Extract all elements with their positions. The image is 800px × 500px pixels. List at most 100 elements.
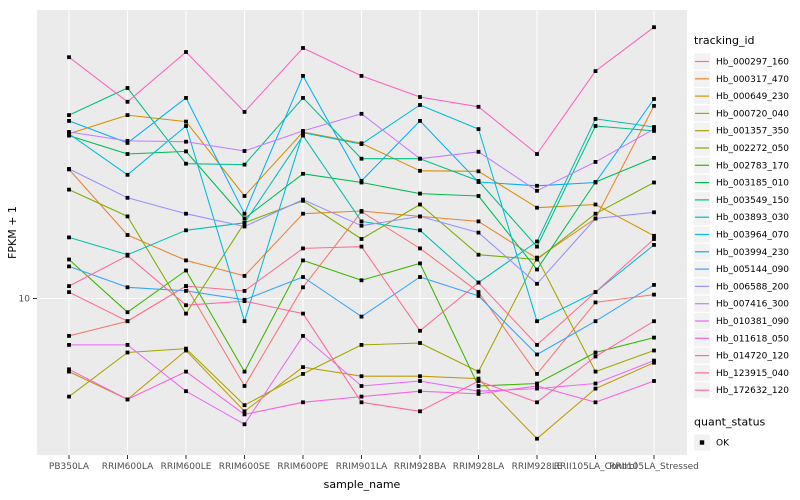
data-point: [535, 343, 539, 347]
data-point: [476, 294, 481, 298]
x-tick-label: RRIM600SE: [219, 462, 271, 472]
data-point: [535, 319, 539, 324]
data-point: [301, 334, 305, 338]
data-point: [593, 319, 598, 324]
data-point: [535, 436, 539, 441]
data-point: [242, 369, 247, 374]
data-point: [476, 290, 481, 294]
data-point: [476, 379, 481, 383]
data-point: [418, 246, 422, 251]
data-point: [67, 119, 71, 123]
data-point: [67, 343, 71, 347]
data-point: [359, 400, 364, 405]
data-point: [242, 289, 247, 293]
data-point: [184, 311, 188, 316]
data-point: [184, 258, 188, 263]
data-point: [652, 358, 656, 363]
data-point: [67, 284, 71, 288]
legend-item-label: Hb_001357_350: [716, 127, 789, 137]
data-point: [652, 237, 656, 241]
data-point: [359, 384, 364, 388]
data-point: [476, 194, 481, 198]
legend-item-label: Hb_000297_160: [716, 58, 789, 68]
data-point: [652, 335, 656, 340]
data-point: [184, 124, 188, 128]
data-point: [184, 369, 188, 374]
data-point: [652, 156, 656, 160]
x-tick-label: RRIM928BA: [394, 462, 447, 472]
data-point: [125, 214, 130, 219]
data-point: [242, 211, 247, 216]
x-tick-label: RRIM928LA: [453, 462, 505, 472]
data-point: [535, 205, 539, 210]
data-point: [593, 202, 598, 207]
data-point: [476, 219, 481, 224]
data-point: [593, 117, 598, 121]
data-point: [125, 152, 130, 156]
data-point: [593, 290, 598, 294]
data-point: [535, 372, 539, 376]
data-point: [67, 394, 71, 399]
data-point: [301, 74, 305, 78]
data-point: [652, 360, 656, 365]
legend-item-label: Hb_003893_030: [716, 213, 789, 223]
data-point: [242, 149, 247, 153]
legend-item-label: Hb_014720_120: [716, 352, 789, 362]
legend-key-point: [699, 440, 705, 445]
data-point: [593, 124, 598, 128]
data-point: [67, 187, 71, 192]
data-point: [184, 149, 188, 154]
data-point: [242, 224, 247, 229]
data-point: [242, 220, 247, 225]
data-point: [301, 246, 305, 251]
legend-item-label: OK: [716, 439, 730, 449]
data-point: [67, 235, 71, 240]
x-tick-label: RRIM901LA: [336, 462, 388, 472]
data-point: [593, 369, 598, 374]
data-point: [476, 384, 481, 388]
x-tick-label: PB350LA: [49, 462, 90, 472]
legend-item-Hb_000317_470: Hb_000317_470: [694, 70, 789, 87]
legend-item-Hb_123915_040: Hb_123915_040: [694, 364, 789, 381]
data-point: [476, 392, 481, 396]
legend-item-Hb_000720_040: Hb_000720_040: [694, 105, 789, 122]
data-point: [535, 183, 539, 188]
data-point: [301, 311, 305, 316]
legend-item-Hb_001357_350: Hb_001357_350: [694, 122, 789, 139]
data-point: [125, 397, 130, 402]
legend-item-label: Hb_007416_300: [716, 300, 789, 310]
data-point: [359, 374, 364, 379]
data-point: [67, 130, 71, 134]
data-point: [359, 223, 364, 228]
data-point: [67, 334, 71, 338]
data-point: [535, 152, 539, 156]
data-point: [476, 376, 481, 381]
data-point: [535, 257, 539, 262]
data-point: [184, 139, 188, 144]
y-tick-label: 10: [19, 294, 31, 304]
data-point: [593, 211, 598, 216]
data-point: [418, 202, 422, 207]
data-point: [301, 372, 305, 376]
x-tick-label: RRII105LA_Stressed: [609, 462, 699, 472]
data-point: [476, 230, 481, 235]
legend-item-Hb_006588_200: Hb_006588_200: [694, 278, 789, 295]
data-point: [184, 228, 188, 233]
legend-item-Hb_172632_120: Hb_172632_120: [694, 382, 789, 399]
data-point: [359, 278, 364, 283]
data-point: [125, 343, 130, 347]
data-point: [67, 290, 71, 294]
data-point: [535, 239, 539, 244]
data-point: [418, 275, 422, 279]
data-point: [359, 394, 364, 399]
data-point: [535, 281, 539, 286]
x-tick-label: RRII105LA_Control: [554, 462, 637, 472]
data-point: [301, 171, 305, 176]
data-point: [242, 422, 247, 427]
data-point: [301, 133, 305, 138]
data-point: [242, 319, 247, 324]
data-point: [242, 216, 247, 221]
data-point: [301, 211, 305, 216]
data-point: [418, 409, 422, 414]
data-point: [184, 284, 188, 288]
